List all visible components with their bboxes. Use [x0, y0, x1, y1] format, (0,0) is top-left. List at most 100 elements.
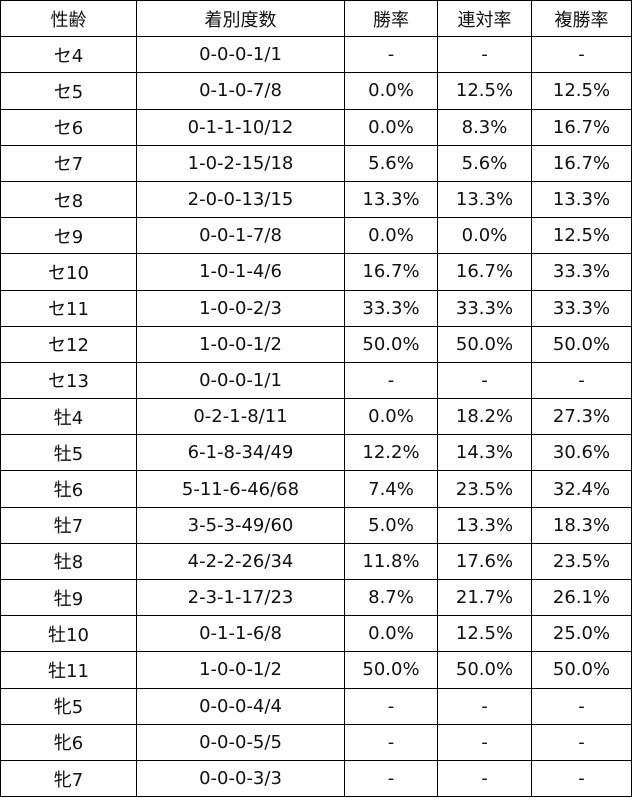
- cell-top3-rate: -: [531, 759, 632, 798]
- cell-win-rate: 16.7%: [344, 253, 438, 291]
- cell-win-rate: 5.0%: [344, 506, 438, 544]
- cell-top3-rate: 33.3%: [531, 289, 632, 327]
- cell-top2-rate: 21.7%: [437, 578, 532, 617]
- cell-sex-age: セ8: [0, 180, 137, 219]
- cell-top2-rate: -: [437, 36, 532, 74]
- cell-finish-record: 1-0-2-15/18: [136, 144, 345, 182]
- header-top3-rate: 複勝率: [531, 0, 632, 38]
- table-row: セ9 0-0-1-7/8 0.0% 0.0% 12.5%: [0, 217, 632, 255]
- table-row: セ7 1-0-2-15/18 5.6% 5.6% 16.7%: [0, 144, 632, 182]
- cell-top2-rate: 13.3%: [437, 180, 532, 219]
- cell-win-rate: 11.8%: [344, 542, 438, 581]
- cell-sex-age: セ5: [0, 72, 137, 110]
- table-row: 牡10 0-1-1-6/8 0.0% 12.5% 25.0%: [0, 615, 632, 653]
- table-row: セ11 1-0-0-2/3 33.3% 33.3% 33.3%: [0, 289, 632, 327]
- cell-sex-age: セ9: [0, 217, 137, 255]
- table-row: セ10 1-0-1-4/6 16.7% 16.7% 33.3%: [0, 253, 632, 291]
- cell-sex-age: 牡11: [0, 651, 137, 689]
- cell-finish-record: 1-0-1-4/6: [136, 253, 345, 291]
- cell-top3-rate: 26.1%: [531, 578, 632, 617]
- cell-top3-rate: 12.5%: [531, 72, 632, 110]
- cell-top3-rate: -: [531, 361, 632, 400]
- cell-finish-record: 0-0-0-1/1: [136, 36, 345, 74]
- table-row: 牡9 2-3-1-17/23 8.7% 21.7% 26.1%: [0, 578, 632, 617]
- cell-finish-record: 1-0-0-1/2: [136, 651, 345, 689]
- cell-finish-record: 6-1-8-34/49: [136, 434, 345, 472]
- cell-top2-rate: 50.0%: [437, 651, 532, 689]
- cell-finish-record: 2-3-1-17/23: [136, 578, 345, 617]
- cell-win-rate: -: [344, 36, 438, 74]
- cell-top3-rate: -: [531, 36, 632, 74]
- cell-win-rate: 50.0%: [344, 325, 438, 363]
- table-row: 牡7 3-5-3-49/60 5.0% 13.3% 18.3%: [0, 506, 632, 544]
- cell-top3-rate: 50.0%: [531, 325, 632, 363]
- cell-top3-rate: 16.7%: [531, 108, 632, 146]
- cell-top3-rate: 23.5%: [531, 542, 632, 581]
- header-top2-rate: 連対率: [437, 0, 532, 38]
- cell-top2-rate: 13.3%: [437, 506, 532, 544]
- cell-win-rate: -: [344, 361, 438, 400]
- table-row: 牝5 0-0-0-4/4- - -: [0, 687, 632, 725]
- header-finish-record: 着別度数: [136, 0, 345, 38]
- cell-finish-record: 0-0-0-3/3: [136, 759, 345, 798]
- cell-top3-rate: 16.7%: [531, 144, 632, 182]
- cell-finish-record: 0-2-1-8/11: [136, 398, 345, 436]
- cell-top3-rate: 50.0%: [531, 651, 632, 689]
- cell-sex-age: セ12: [0, 325, 137, 363]
- table-row: セ12 1-0-0-1/2 50.0% 50.0% 50.0%: [0, 325, 632, 363]
- cell-top3-rate: 30.6%: [531, 434, 632, 472]
- cell-top2-rate: 12.5%: [437, 72, 532, 110]
- cell-top3-rate: 25.0%: [531, 615, 632, 653]
- cell-win-rate: 0.0%: [344, 72, 438, 110]
- cell-sex-age: 牝5: [0, 687, 137, 725]
- cell-top2-rate: 8.3%: [437, 108, 532, 146]
- cell-sex-age: 牡5: [0, 434, 137, 472]
- cell-win-rate: 8.7%: [344, 578, 438, 617]
- cell-finish-record: 4-2-2-26/34: [136, 542, 345, 581]
- header-win-rate: 勝率: [344, 0, 438, 38]
- cell-sex-age: 牡4: [0, 398, 137, 436]
- cell-sex-age: 牝6: [0, 723, 137, 761]
- cell-sex-age: 牡8: [0, 542, 137, 581]
- cell-win-rate: 33.3%: [344, 289, 438, 327]
- cell-top2-rate: 23.5%: [437, 470, 532, 508]
- cell-sex-age: 牝7: [0, 759, 137, 798]
- table-row: セ4 0-0-0-1/1- - -: [0, 36, 632, 74]
- cell-top3-rate: 13.3%: [531, 180, 632, 219]
- cell-sex-age: セ6: [0, 108, 137, 146]
- cell-win-rate: 50.0%: [344, 651, 438, 689]
- cell-win-rate: -: [344, 759, 438, 798]
- table-row: 牡4 0-2-1-8/11 0.0% 18.2% 27.3%: [0, 398, 632, 436]
- header-row: 性齢 着別度数 勝率 連対率 複勝率: [0, 0, 632, 38]
- cell-finish-record: 0-0-0-5/5: [136, 723, 345, 761]
- cell-top2-rate: -: [437, 361, 532, 400]
- table-row: 牝6 0-0-0-5/5- - -: [0, 723, 632, 761]
- cell-top2-rate: 33.3%: [437, 289, 532, 327]
- cell-finish-record: 3-5-3-49/60: [136, 506, 345, 544]
- cell-sex-age: 牡6: [0, 470, 137, 508]
- cell-top3-rate: -: [531, 687, 632, 725]
- cell-top2-rate: -: [437, 723, 532, 761]
- cell-finish-record: 0-1-1-10/12: [136, 108, 345, 146]
- cell-sex-age: 牡10: [0, 615, 137, 653]
- cell-finish-record: 1-0-0-2/3: [136, 289, 345, 327]
- cell-finish-record: 0-1-0-7/8: [136, 72, 345, 110]
- cell-win-rate: 0.0%: [344, 398, 438, 436]
- cell-finish-record: 0-0-1-7/8: [136, 217, 345, 255]
- cell-sex-age: セ7: [0, 144, 137, 182]
- cell-sex-age: 牡7: [0, 506, 137, 544]
- cell-finish-record: 1-0-0-1/2: [136, 325, 345, 363]
- table-row: セ8 2-0-0-13/15 13.3% 13.3% 13.3%: [0, 180, 632, 219]
- cell-win-rate: 7.4%: [344, 470, 438, 508]
- cell-win-rate: 5.6%: [344, 144, 438, 182]
- cell-top3-rate: 18.3%: [531, 506, 632, 544]
- cell-top2-rate: 0.0%: [437, 217, 532, 255]
- cell-win-rate: 0.0%: [344, 217, 438, 255]
- table-row: セ13 0-0-0-1/1- - -: [0, 361, 632, 400]
- cell-finish-record: 0-0-0-1/1: [136, 361, 345, 400]
- cell-top3-rate: -: [531, 723, 632, 761]
- cell-top2-rate: 12.5%: [437, 615, 532, 653]
- cell-top2-rate: 18.2%: [437, 398, 532, 436]
- cell-finish-record: 5-11-6-46/68: [136, 470, 345, 508]
